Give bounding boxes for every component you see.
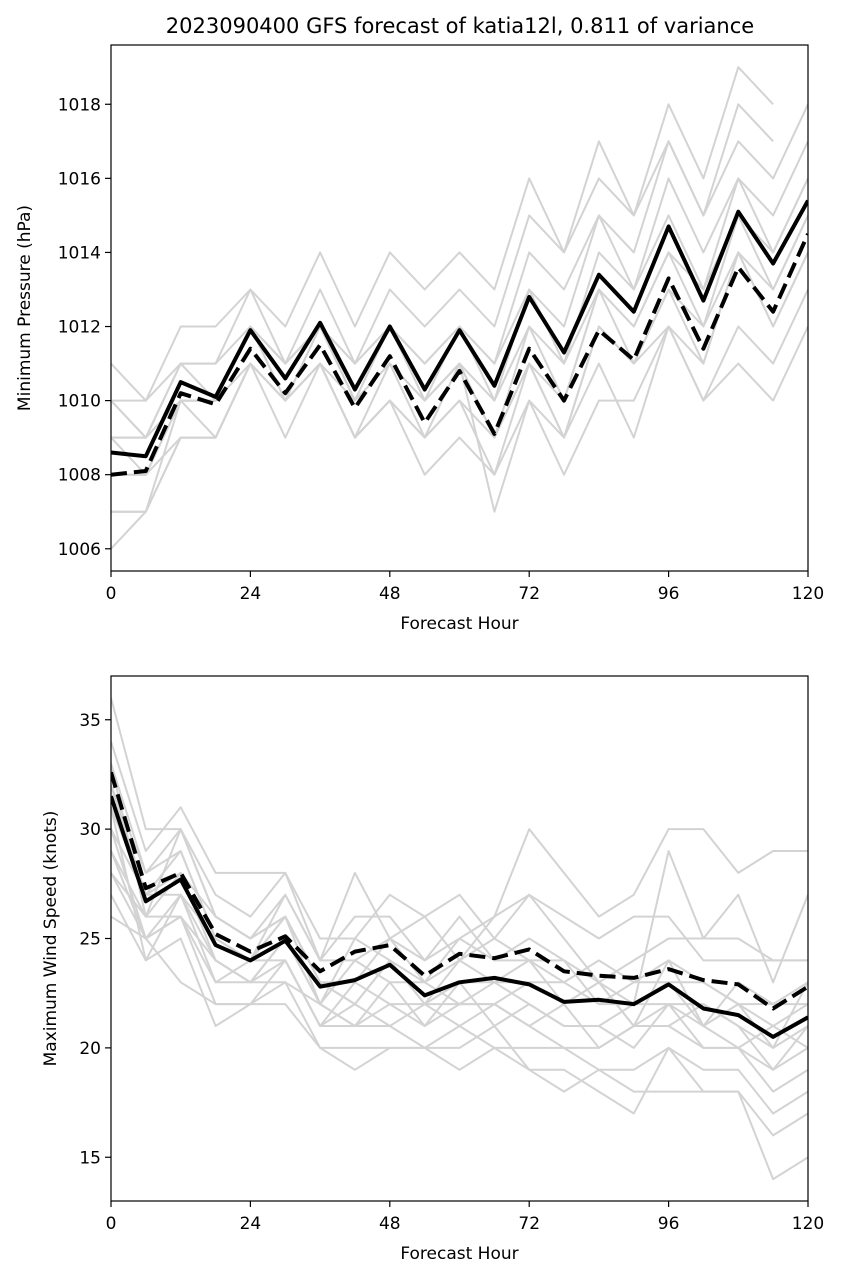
pressure-solid-mean-line <box>111 199 808 459</box>
wind-ensemble-line-14 <box>111 828 808 1071</box>
pressure-dashed-mean-line <box>111 233 808 477</box>
wind-xlabel: Forecast Hour <box>400 1244 518 1264</box>
pressure-axes-frame <box>110 44 809 572</box>
wind-ensemble-line-16 <box>111 763 808 1027</box>
pressure-xtick-label: 0 <box>106 584 117 604</box>
wind-xtick-label: 24 <box>240 1214 262 1234</box>
pressure-xlabel: Forecast Hour <box>400 614 518 634</box>
wind-ensemble-line-2 <box>111 741 808 1006</box>
wind-xtick-label: 0 <box>106 1214 117 1234</box>
pressure-chart: 0 24 48 72 96 120 1006 1008 1010 1012 1014 1016 1018… <box>15 44 824 634</box>
pressure-xtick-label: 24 <box>240 584 262 604</box>
wind-ytick-label: 35 <box>79 711 101 731</box>
wind-plot-area <box>111 697 808 1181</box>
wind-ytick-label: 15 <box>79 1148 101 1168</box>
pressure-ensemble-line-10 <box>111 251 808 476</box>
pressure-ensemble-line-1 <box>111 66 774 402</box>
wind-dashed-mean-line <box>111 771 808 1011</box>
pressure-ylabel: Minimum Pressure (hPa) <box>15 205 35 411</box>
pressure-xtick-label: 72 <box>518 584 540 604</box>
wind-ytick-label: 20 <box>79 1039 101 1059</box>
pressure-ytick-label: 1006 <box>58 540 101 560</box>
pressure-ensemble-line-2 <box>111 103 774 402</box>
wind-xtick-label: 120 <box>792 1214 824 1234</box>
wind-ensemble-line-15 <box>111 785 808 1049</box>
pressure-ytick-label: 1012 <box>58 318 101 338</box>
wind-xtick-label: 48 <box>379 1214 401 1234</box>
pressure-ytick-label: 1008 <box>58 466 101 486</box>
wind-ensemble-line-11 <box>111 894 808 1137</box>
wind-ytick-label: 25 <box>79 930 101 950</box>
wind-ensemble-line-12 <box>111 915 808 1181</box>
wind-chart: 0 24 48 72 96 120 15 20 25 30 35 Forecast Hour Maxim… <box>41 675 824 1264</box>
pressure-ytick-label: 1016 <box>58 169 101 189</box>
wind-solid-mean-line <box>111 795 808 1039</box>
pressure-xtick-label: 120 <box>792 584 824 604</box>
pressure-plot-area <box>111 66 808 550</box>
wind-xtick-label: 96 <box>658 1214 680 1234</box>
pressure-ytick-label: 1014 <box>58 243 101 263</box>
pressure-xtick-label: 96 <box>658 584 680 604</box>
wind-ytick-label: 30 <box>79 820 101 840</box>
pressure-ytick-label: 1010 <box>58 392 101 412</box>
wind-ylabel: Maximum Wind Speed (knots) <box>41 811 61 1067</box>
pressure-ensemble-line-12 <box>111 289 808 513</box>
pressure-ytick-label: 1018 <box>58 95 101 115</box>
figure-title: 2023090400 GFS forecast of katia12l, 0.8… <box>166 14 754 38</box>
wind-xtick-label: 72 <box>518 1214 540 1234</box>
pressure-xtick-label: 48 <box>379 584 401 604</box>
